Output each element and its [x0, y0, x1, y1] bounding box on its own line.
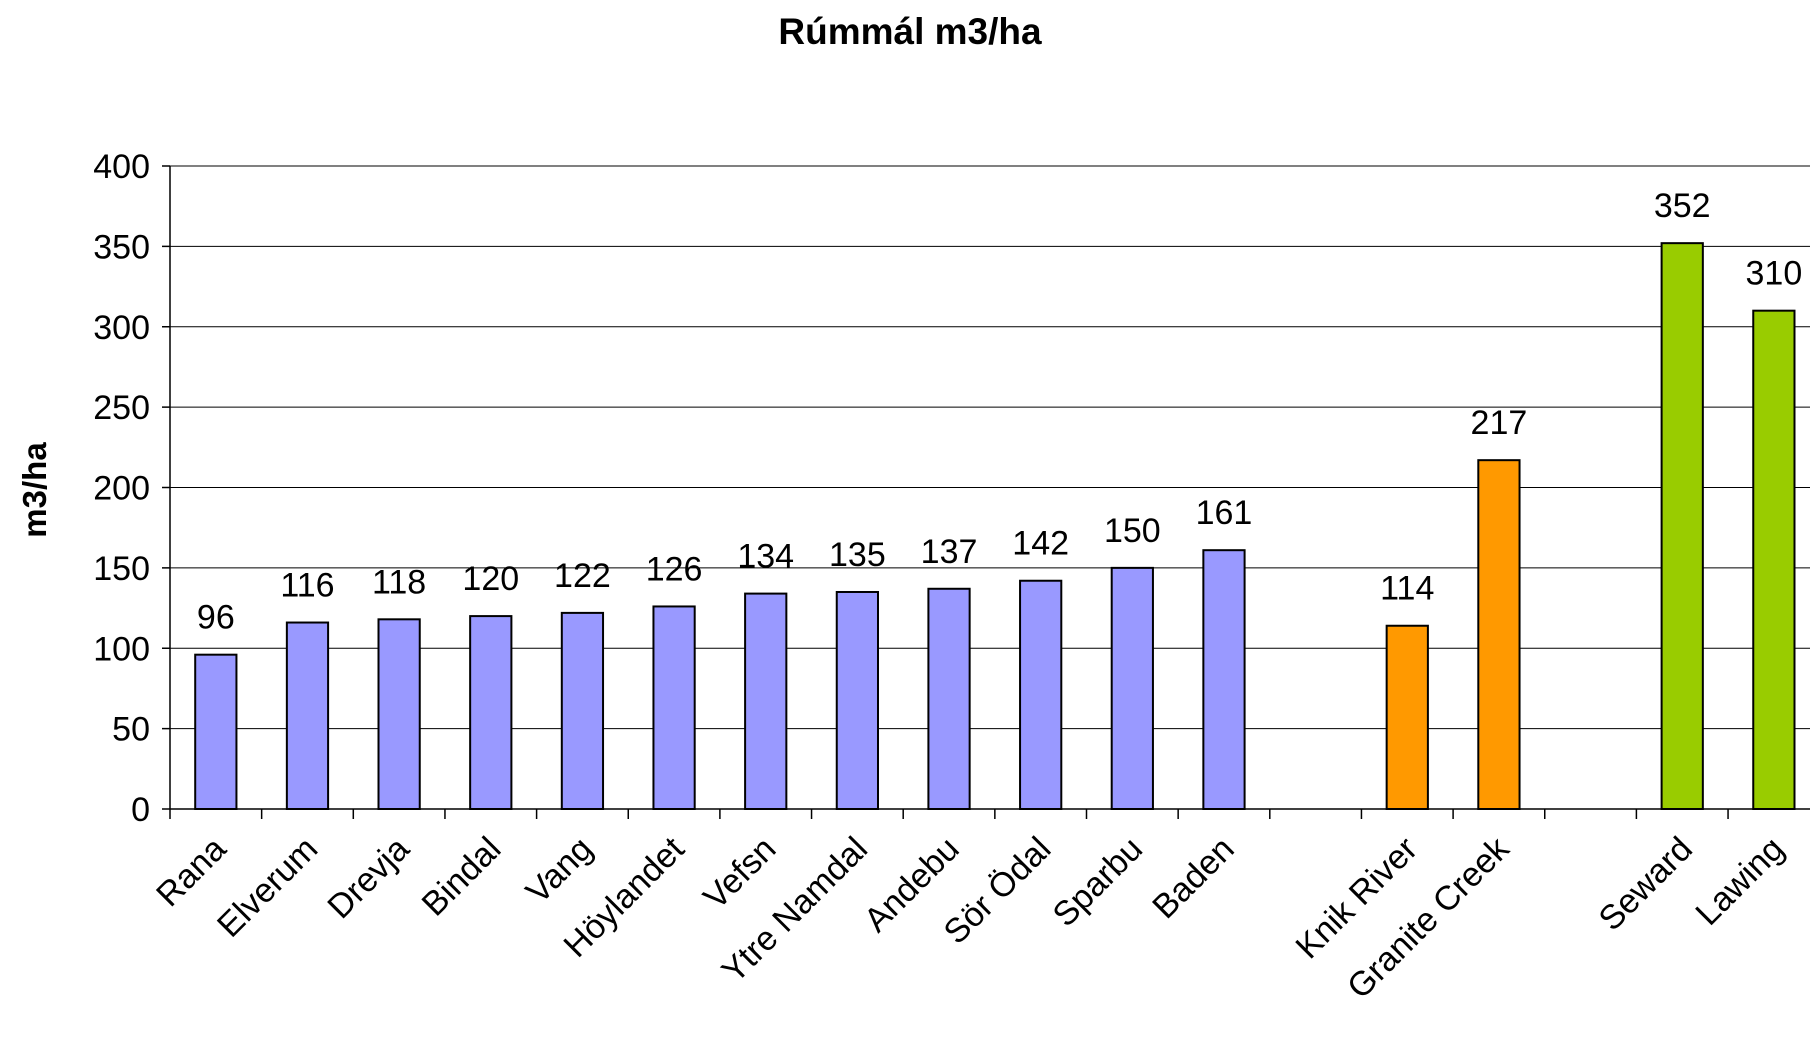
value-label: 137 — [921, 533, 978, 571]
bar — [1202, 549, 1246, 810]
bar — [1019, 579, 1063, 810]
value-label: 120 — [462, 560, 519, 598]
value-label: 96 — [197, 599, 235, 637]
value-label: 126 — [646, 550, 703, 588]
bar — [285, 621, 330, 811]
y-tick-label: 350 — [93, 228, 150, 266]
x-tick-label: Seward — [1591, 830, 1699, 938]
y-tick-label: 250 — [93, 389, 150, 427]
x-tick-label: Vang — [519, 830, 600, 911]
chart-title: Rúmmál m3/ha — [778, 11, 1042, 52]
value-label: 150 — [1104, 512, 1161, 550]
x-tick-label: Elverum — [210, 830, 325, 945]
bar — [1752, 309, 1796, 810]
value-label: 352 — [1654, 187, 1711, 225]
value-label: 217 — [1471, 404, 1528, 442]
value-label: 118 — [372, 563, 426, 601]
bar — [835, 590, 879, 810]
bar — [1110, 566, 1154, 810]
bar — [1660, 242, 1704, 811]
x-tick-label: Granite Creek — [1340, 829, 1517, 1006]
y-tick-label: 100 — [93, 630, 150, 668]
bar — [377, 618, 421, 810]
value-label: 116 — [280, 567, 334, 605]
x-tick-label: Baden — [1145, 830, 1241, 926]
bar — [469, 615, 513, 810]
value-label: 142 — [1012, 525, 1069, 563]
value-label: 114 — [1380, 570, 1434, 608]
x-tick-label: Vefsn — [696, 830, 783, 917]
y-tick-label: 200 — [93, 470, 150, 508]
y-tick-label: 0 — [131, 791, 150, 829]
value-label: 135 — [829, 536, 886, 574]
bar — [1385, 624, 1429, 810]
bar — [194, 653, 238, 810]
y-tick-label: 300 — [93, 309, 150, 347]
x-tick-label: Lawing — [1688, 830, 1791, 933]
bar — [927, 587, 971, 811]
x-tick-label: Rana — [149, 830, 233, 914]
value-label: 310 — [1746, 255, 1803, 293]
y-tick-label: 400 — [93, 148, 150, 186]
value-label: 122 — [554, 557, 611, 595]
bar — [744, 592, 788, 810]
bar — [652, 605, 696, 811]
y-tick-label: 150 — [93, 550, 150, 588]
value-label: 134 — [737, 538, 794, 576]
value-label: 161 — [1196, 494, 1253, 532]
x-tick-label: Sparbu — [1046, 830, 1150, 934]
x-tick-label: Bindal — [415, 830, 509, 924]
bar — [1477, 459, 1521, 810]
bar — [560, 611, 605, 811]
y-tick-label: 50 — [112, 711, 150, 749]
x-tick-label: Drevja — [320, 830, 416, 926]
y-axis-label: m3/ha — [16, 442, 53, 538]
